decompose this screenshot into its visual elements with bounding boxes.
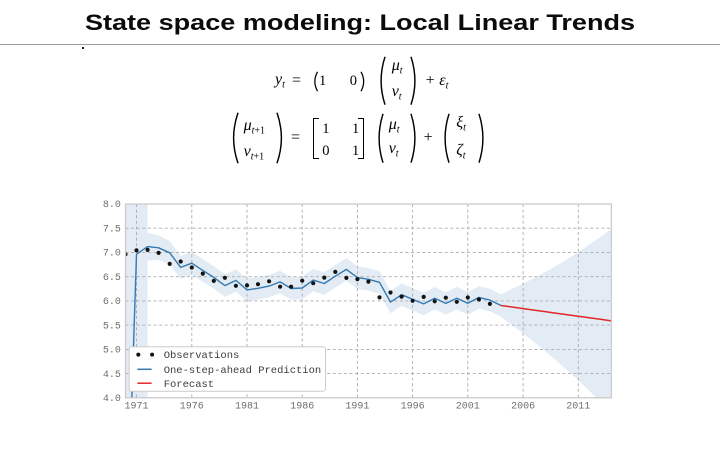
svg-text:8.0: 8.0 — [103, 200, 121, 211]
svg-text:1991: 1991 — [345, 402, 369, 413]
svg-text:Forecast: Forecast — [164, 379, 214, 391]
svg-text:7.0: 7.0 — [103, 249, 121, 260]
svg-text:1986: 1986 — [290, 402, 314, 413]
svg-text:Observations: Observations — [164, 350, 240, 362]
svg-text:2001: 2001 — [456, 402, 480, 413]
svg-text:5.0: 5.0 — [103, 346, 121, 357]
svg-text:4.0: 4.0 — [103, 394, 121, 405]
svg-text:6.0: 6.0 — [103, 297, 121, 308]
svg-text:1981: 1981 — [235, 402, 259, 413]
svg-text:5.5: 5.5 — [103, 321, 121, 332]
svg-text:1996: 1996 — [401, 402, 425, 413]
svg-text:7.5: 7.5 — [103, 224, 121, 235]
svg-text:2011: 2011 — [566, 402, 590, 413]
svg-text:One-step-ahead Prediction: One-step-ahead Prediction — [164, 365, 322, 377]
svg-text:4.5: 4.5 — [103, 370, 121, 381]
svg-text:6.5: 6.5 — [103, 273, 121, 284]
svg-text:2006: 2006 — [511, 402, 535, 413]
svg-text:1976: 1976 — [180, 402, 204, 413]
svg-text:1971: 1971 — [124, 402, 148, 413]
